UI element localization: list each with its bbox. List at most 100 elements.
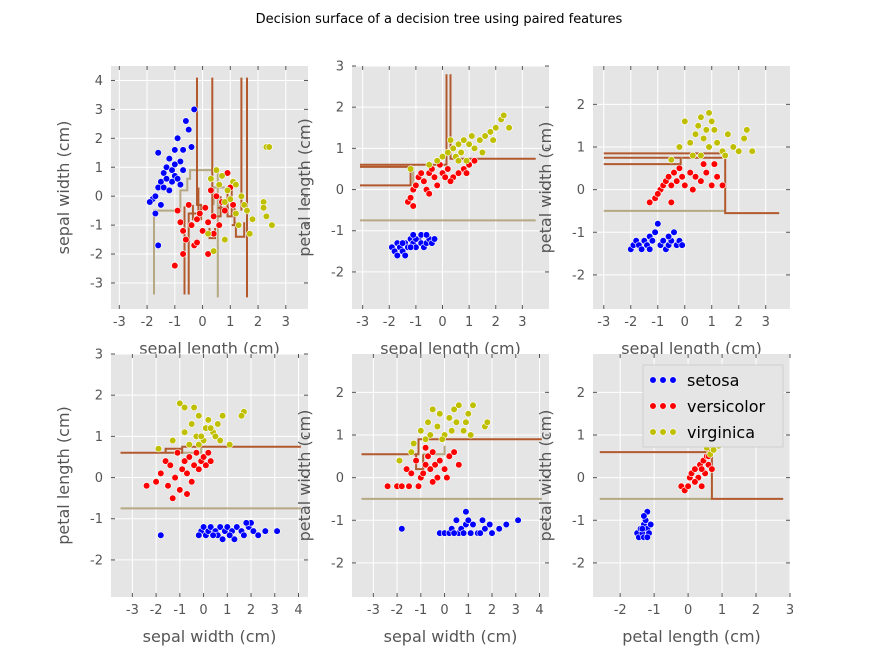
point-versicolor (433, 181, 441, 189)
plot-area (352, 354, 549, 597)
point-virginica (721, 151, 729, 160)
y-tick-label: 1 (577, 141, 585, 156)
point-setosa (646, 245, 654, 253)
x-tick-label: 3 (518, 315, 526, 330)
point-versicolor (419, 469, 427, 478)
point-virginica (489, 136, 497, 144)
point-setosa (242, 519, 250, 527)
point-virginica (444, 148, 452, 157)
point-virginica (425, 161, 433, 169)
point-virginica (500, 111, 508, 119)
y-tick-label: 1 (577, 429, 585, 444)
point-virginica (185, 441, 193, 449)
point-versicolor (425, 190, 433, 198)
point-versicolor (708, 181, 716, 189)
point-versicolor (212, 192, 220, 200)
y-tick-label: -2 (572, 268, 585, 283)
y-tick-label: -1 (331, 224, 344, 239)
point-virginica (221, 198, 229, 206)
x-tick-label: 3 (282, 315, 290, 330)
y-axis-label: petal width (cm) (536, 410, 555, 542)
point-virginica (429, 405, 437, 414)
boundary-dark (361, 438, 542, 456)
point-virginica (235, 221, 243, 229)
point-versicolor (200, 453, 208, 461)
point-versicolor (403, 465, 411, 473)
point-virginica (407, 448, 415, 456)
point-virginica (691, 130, 700, 138)
point-virginica (195, 441, 203, 449)
point-setosa (162, 175, 171, 183)
point-virginica (689, 151, 697, 160)
point-virginica (190, 403, 198, 412)
y-tick-label: 3 (95, 348, 103, 363)
point-versicolor (443, 474, 451, 482)
point-virginica (686, 139, 694, 147)
point-versicolor (470, 157, 479, 165)
point-versicolor (698, 482, 706, 490)
point-virginica (743, 126, 751, 134)
point-setosa (640, 512, 648, 520)
point-versicolor (698, 465, 706, 473)
point-setosa (223, 523, 231, 531)
point-setosa (648, 237, 657, 245)
point-setosa (168, 166, 176, 174)
point-virginica (219, 412, 227, 420)
y-axis-label: petal width (cm) (295, 410, 314, 542)
point-versicolor (445, 452, 453, 460)
point-versicolor (444, 165, 452, 173)
point-virginica (702, 126, 710, 134)
point-versicolor (192, 449, 200, 457)
point-versicolor (398, 482, 406, 490)
x-tick-label: 0 (440, 603, 448, 618)
point-versicolor (718, 181, 727, 189)
x-tick-label: -1 (414, 603, 427, 618)
point-setosa (160, 169, 168, 177)
point-setosa (154, 241, 162, 249)
point-setosa (637, 245, 646, 253)
point-setosa (176, 157, 184, 166)
point-setosa (409, 231, 417, 239)
point-versicolor (424, 452, 432, 460)
point-versicolor (229, 201, 237, 209)
point-versicolor (433, 474, 442, 482)
x-tick-label: 2 (735, 315, 743, 330)
point-setosa (399, 239, 407, 247)
legend-marker-virginica (669, 428, 677, 436)
point-setosa (469, 520, 477, 529)
y-tick-label: 0 (336, 471, 344, 486)
x-tick-label: -1 (651, 315, 664, 330)
point-virginica (426, 431, 434, 439)
point-setosa (176, 181, 184, 189)
x-tick-label: 1 (708, 315, 716, 330)
point-virginica (467, 431, 475, 439)
point-setosa (171, 146, 179, 154)
point-setosa (200, 523, 208, 531)
point-versicolor (436, 457, 444, 465)
point-virginica (422, 435, 430, 443)
point-versicolor (193, 215, 201, 223)
point-virginica (417, 427, 425, 435)
point-versicolor (667, 198, 675, 206)
point-virginica (232, 181, 240, 189)
point-versicolor (178, 465, 186, 473)
point-versicolor (412, 181, 420, 189)
point-versicolor (417, 169, 425, 177)
point-versicolor (689, 186, 697, 194)
point-virginica (450, 405, 458, 414)
point-versicolor (429, 478, 437, 486)
point-versicolor (426, 465, 434, 473)
point-versicolor (462, 169, 471, 177)
legend-marker-versicolor (649, 402, 657, 410)
point-setosa (638, 525, 646, 533)
point-setosa (207, 523, 215, 531)
point-virginica (433, 422, 442, 431)
point-versicolor (455, 461, 463, 469)
point-setosa (165, 186, 173, 194)
y-tick-label: 0 (336, 183, 344, 198)
x-axis-label: sepal width (cm) (384, 627, 518, 646)
point-versicolor (207, 186, 215, 194)
point-setosa (478, 516, 487, 524)
point-setosa (174, 134, 182, 142)
legend-label-setosa: setosa (687, 371, 739, 390)
